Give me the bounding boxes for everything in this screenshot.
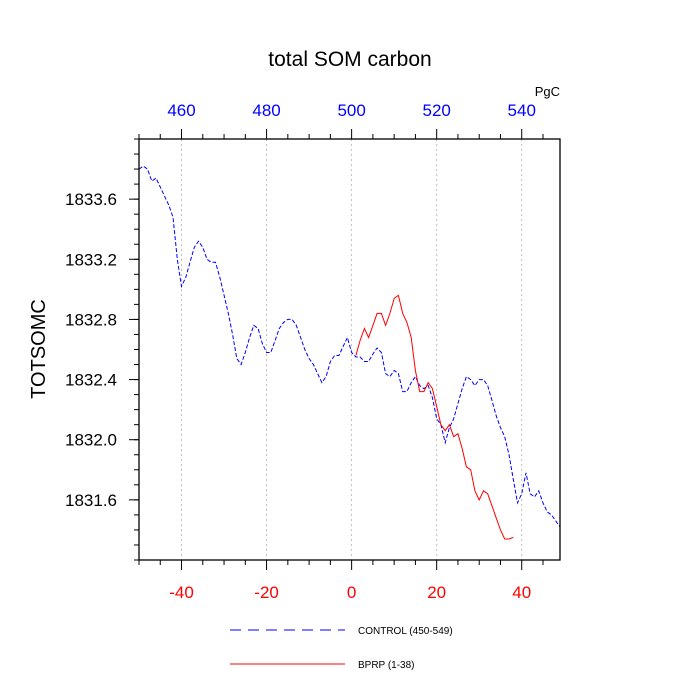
top-tick-label: 480	[252, 101, 280, 120]
legend-label-bprp: BPRP (1-38)	[358, 660, 415, 671]
top-tick-label: 500	[337, 101, 365, 120]
x-tick-label: -20	[254, 583, 279, 602]
series-line-control	[138, 165, 561, 528]
axis-tick-labels: -40 -20 0 20 40 460 480 500 520 540 1831.6 1832.0 18…	[65, 101, 536, 602]
y-tick-label: 1832.8	[65, 310, 117, 329]
series-layer	[138, 165, 561, 540]
x-tick-label: -40	[169, 583, 194, 602]
top-tick-label: 540	[508, 101, 536, 120]
y-tick-label: 1833.2	[65, 250, 117, 269]
legend: CONTROL (450-549) BPRP (1-38)	[230, 626, 453, 671]
gridlines	[181, 139, 523, 560]
top-tick-label: 520	[422, 101, 450, 120]
x-tick-label: 40	[512, 583, 531, 602]
y-tick-label: 1831.6	[65, 491, 117, 510]
chart-title: total SOM carbon	[268, 48, 431, 71]
top-tick-label: 460	[167, 101, 195, 120]
top-axis-unit-label: PgC	[535, 84, 560, 99]
axis-ticks	[129, 129, 544, 570]
legend-label-control: CONTROL (450-549)	[358, 626, 453, 637]
y-tick-label: 1832.4	[65, 371, 117, 390]
plot-frame	[138, 138, 561, 561]
x-tick-label: 0	[347, 583, 356, 602]
y-tick-label: 1832.0	[65, 431, 117, 450]
x-tick-label: 20	[427, 583, 446, 602]
y-axis-label: TOTSOMC	[28, 299, 50, 399]
series-line-bprp	[355, 294, 514, 540]
y-tick-label: 1833.6	[65, 190, 117, 209]
